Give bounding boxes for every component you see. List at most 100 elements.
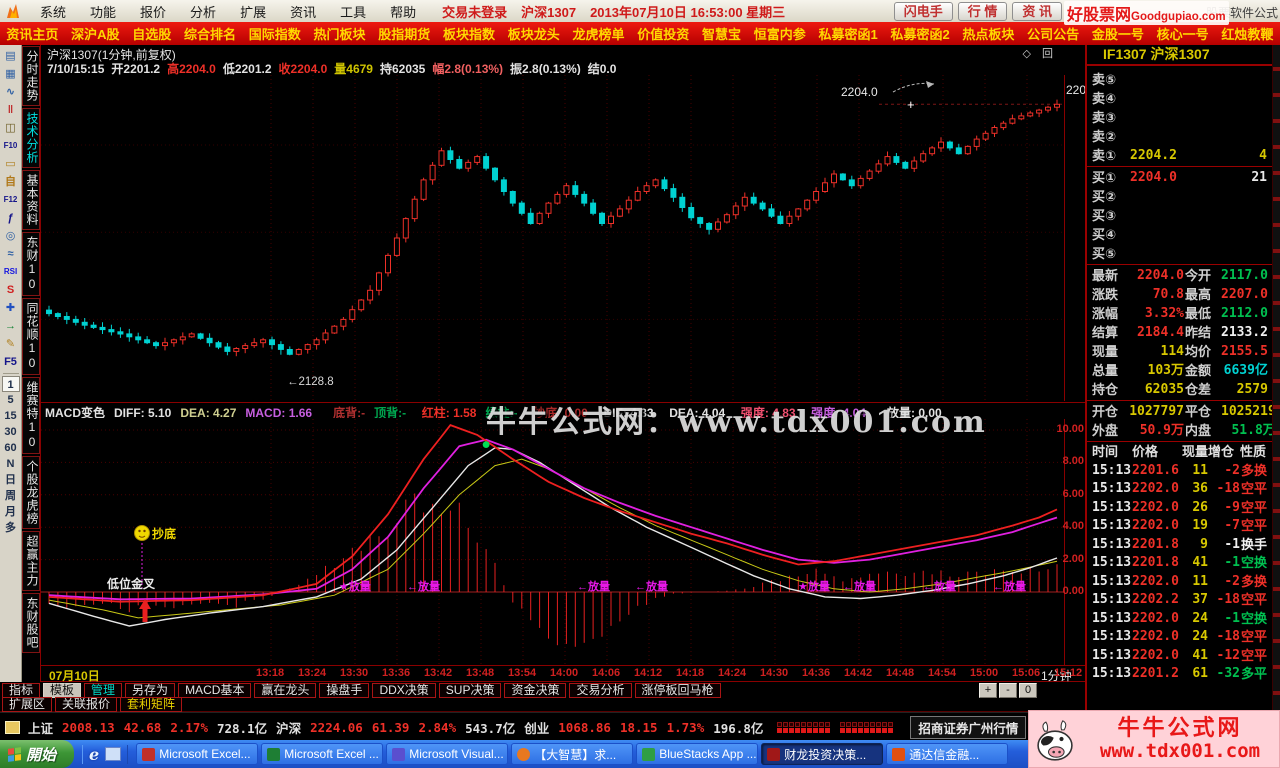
ribbon-item[interactable]: 私募密函1 [818, 27, 878, 42]
indicator-tab[interactable]: DDX决策 [372, 682, 436, 698]
ribbon-item[interactable]: 自选股 [132, 27, 172, 42]
menu-item[interactable]: 系统 [40, 4, 67, 20]
ribbon-item[interactable]: 公司公告 [1027, 27, 1080, 42]
scale-button-minus[interactable]: - [999, 682, 1017, 698]
menu-item[interactable]: 报价 [140, 4, 167, 20]
stock-s-icon[interactable]: S [6, 284, 15, 296]
ie-icon[interactable]: e [89, 744, 100, 764]
period-30[interactable]: 30 [4, 426, 17, 438]
exit-door-icon[interactable]: → [5, 320, 16, 332]
show-desktop-icon[interactable] [105, 747, 122, 761]
candlestick-canvas[interactable]: 2204.0 + ←2128.8 [41, 75, 1064, 401]
indicator-tab[interactable]: 涨停板回马枪 [634, 682, 721, 698]
formula-icon[interactable]: ƒ [7, 212, 14, 224]
extension-tab[interactable]: 套利矩阵 [120, 697, 183, 712]
quote-table-icon[interactable]: ▦ [5, 68, 16, 80]
menu-item[interactable]: 帮助 [390, 4, 417, 20]
ribbon-item[interactable]: 深沪A股 [71, 27, 120, 42]
period-label[interactable]: 1分钟 [1041, 669, 1072, 683]
indicator-tab[interactable]: SUP决策 [438, 682, 502, 698]
ribbon-item[interactable]: 热门板块 [313, 27, 366, 42]
move-cross-icon[interactable]: ✚ [5, 302, 16, 314]
indicator-tab[interactable]: 交易分析 [569, 682, 632, 698]
ribbon-item[interactable]: 综合排名 [183, 27, 236, 42]
period-日[interactable]: 日 [5, 474, 16, 486]
menu-item[interactable]: 资讯 [290, 4, 317, 20]
menu-item[interactable]: 工具 [340, 4, 367, 20]
f12-trade-icon[interactable]: F12 [3, 195, 18, 204]
extension-tab[interactable]: 关联报价 [55, 697, 118, 712]
taskbar-task[interactable]: BlueStacks App ... [636, 743, 759, 765]
ribbon-item[interactable]: 国际指数 [248, 27, 301, 42]
period-60[interactable]: 60 [4, 442, 17, 454]
rsi-icon[interactable]: RSI [3, 267, 18, 276]
ribbon-item[interactable]: 板块龙头 [507, 27, 560, 42]
period-多[interactable]: 多 [5, 522, 16, 534]
quote-panel-scrollbar[interactable] [1272, 45, 1280, 712]
ribbon-item[interactable]: 核心一号 [1156, 27, 1209, 42]
taskbar-task[interactable]: Microsoft Visual... [386, 743, 509, 765]
multi-page-icon[interactable]: ◫ [5, 122, 16, 134]
period-周[interactable]: 周 [5, 490, 16, 502]
ribbon-item[interactable]: 恒富内参 [753, 27, 806, 42]
f10-info-icon[interactable]: F10 [3, 141, 18, 150]
taskbar-task[interactable]: Microsoft Excel ... [261, 743, 384, 765]
period-1[interactable]: 1 [1, 376, 20, 392]
ribbon-item[interactable]: 红烛教鞭 [1221, 27, 1274, 42]
zoom-tool-icon[interactable]: ◎ [5, 230, 16, 242]
ribbon-item[interactable]: 板块指数 [442, 27, 495, 42]
report-folder-icon[interactable]: ▭ [5, 158, 16, 170]
quote-panel-title[interactable]: IF1307 沪深1307 [1087, 45, 1272, 66]
period-N[interactable]: N [6, 458, 15, 470]
f5-switch-icon[interactable]: F5 [4, 356, 17, 368]
scale-button-plus[interactable]: + [979, 682, 997, 698]
ribbon-item[interactable]: 私募密函2 [890, 27, 950, 42]
indicator-tab[interactable]: 操盘手 [319, 682, 370, 698]
menu-item[interactable]: 功能 [90, 4, 117, 20]
header-button[interactable]: 闪电手 [893, 1, 953, 21]
trade-login-status[interactable]: 交易未登录 [442, 4, 508, 20]
draw-pencil-icon[interactable]: ✎ [5, 338, 16, 350]
ribbon-item[interactable]: 股指期货 [378, 27, 431, 42]
kline-chart-icon[interactable]: ‖ [7, 104, 14, 116]
ribbon-item[interactable]: 资讯主页 [6, 27, 59, 42]
side-tab[interactable]: 维赛特10 [22, 377, 40, 454]
side-tab[interactable]: 基本资料 [22, 170, 40, 230]
side-tab[interactable]: 东财股吧 [22, 593, 40, 653]
indicator-tab[interactable]: 资金决策 [504, 682, 567, 698]
ribbon-item[interactable]: 龙虎榜单 [572, 27, 625, 42]
side-tab[interactable]: 东财10 [22, 232, 40, 296]
news-report-icon[interactable]: ▤ [5, 50, 16, 62]
menu-item[interactable]: 分析 [190, 4, 217, 20]
period-月[interactable]: 月 [5, 506, 16, 518]
side-tab[interactable]: 超赢主力 [22, 531, 40, 591]
indicator-tab[interactable]: 指标 [2, 682, 41, 698]
side-tab[interactable]: 个股龙虎榜 [22, 456, 40, 529]
ribbon-item[interactable]: 智慧宝 [701, 27, 741, 42]
header-button[interactable]: 资 讯 [1012, 1, 1062, 21]
start-button[interactable]: 開始 [0, 740, 75, 768]
trend-chart-icon[interactable]: ∿ [5, 86, 16, 98]
extension-tab[interactable]: 扩展区 [2, 697, 53, 712]
period-15[interactable]: 15 [4, 410, 17, 422]
ribbon-item[interactable]: 价值投资 [637, 27, 690, 42]
side-tab[interactable]: 分时走势 [22, 46, 40, 106]
scale-button-zero[interactable]: 0 [1019, 682, 1037, 698]
indicator-tab[interactable]: 模板 [43, 682, 82, 698]
indicator-tab[interactable]: 另存为 [125, 682, 176, 698]
chart-window-icons[interactable]: ◇ 回 [1022, 48, 1057, 60]
taskbar-task[interactable]: 【大智慧】求... [511, 743, 634, 765]
taskbar-task[interactable]: 财龙投资决策... [761, 743, 884, 765]
status-folder-icon[interactable] [5, 720, 20, 734]
header-button[interactable]: 行 情 [957, 1, 1008, 21]
indicator-tab[interactable]: MACD基本 [178, 682, 252, 698]
side-tab[interactable]: 技术分析 [22, 108, 40, 168]
ribbon-item[interactable]: 金股一号 [1091, 27, 1144, 42]
indicator-tab[interactable]: 管理 [84, 682, 123, 698]
menu-item[interactable]: 扩展 [240, 4, 267, 20]
wave-icon[interactable]: ≈ [7, 248, 14, 260]
taskbar-task[interactable]: Microsoft Excel... [136, 743, 259, 765]
period-5[interactable]: 5 [7, 394, 14, 406]
side-tab[interactable]: 同花顺10 [22, 298, 40, 375]
